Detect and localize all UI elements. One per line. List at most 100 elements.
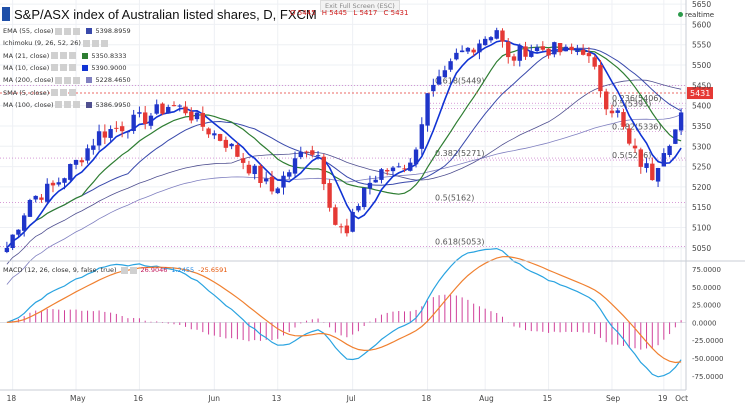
candle-body (477, 43, 482, 53)
candle-body (661, 153, 667, 167)
candle-body (148, 115, 154, 126)
candle-body (615, 110, 620, 113)
time-tick-label: Sep (606, 394, 620, 403)
candle-body (413, 149, 419, 165)
settings-icon[interactable] (51, 52, 59, 60)
candle-body (315, 155, 321, 157)
candle-body (229, 143, 234, 147)
close-icon[interactable] (73, 27, 81, 35)
macd-settings-icon[interactable] (120, 266, 128, 274)
time-tick-label: Aug (479, 394, 494, 403)
time-tick-label: May (70, 394, 86, 403)
candle-body (310, 150, 315, 155)
settings-icon[interactable] (51, 64, 59, 72)
candle-body (621, 112, 626, 127)
macd-tick-label: -50.0000 (692, 355, 723, 363)
price-tick-label: 5150 (692, 203, 711, 212)
candle-body (73, 159, 79, 165)
candle-body (350, 211, 355, 232)
price-tick-label: 5450 (692, 81, 711, 90)
candle-body (62, 178, 67, 183)
close-icon[interactable] (73, 76, 81, 84)
settings-icon[interactable] (51, 89, 59, 96)
candle-body (546, 48, 551, 56)
exit-fullscreen-button[interactable]: Exit Full Screen (ESC) (320, 0, 400, 12)
candle-body (327, 183, 332, 208)
visibility-icon[interactable] (60, 52, 68, 60)
candle-body (304, 151, 309, 153)
candle-body (344, 225, 350, 234)
macd-close-icon[interactable] (129, 266, 137, 274)
indicator-color-swatch (86, 101, 93, 108)
candle-body (529, 51, 534, 57)
close-icon[interactable] (69, 89, 77, 96)
settings-icon[interactable] (55, 27, 63, 35)
indicator-legend-row[interactable]: MA (10, close) 5390.9000 (3, 64, 127, 72)
candle-body (552, 42, 557, 55)
candle-body (45, 183, 50, 202)
indicator-legend-row[interactable]: SMA (5, close) (3, 88, 77, 97)
candle-body (194, 112, 200, 120)
price-tick-label: 5100 (692, 224, 711, 233)
indicator-legend-row[interactable]: MA (21, close) 5350.8333 (3, 52, 127, 60)
time-tick-label: 13 (272, 394, 282, 403)
status-dot-icon (678, 12, 683, 17)
visibility-icon[interactable] (64, 27, 72, 35)
settings-icon[interactable] (82, 39, 90, 47)
realtime-indicator[interactable]: realtime (678, 11, 714, 19)
macd-tick-label: -75.0000 (692, 373, 723, 381)
candle-body (281, 175, 286, 188)
price-tick-label: 5200 (692, 183, 711, 192)
candle-body (85, 148, 90, 161)
price-tick-label: 5350 (692, 122, 711, 131)
candle-body (240, 158, 246, 163)
indicator-legend-label: SMA (5, close) (3, 88, 50, 97)
indicator-legend-row[interactable]: EMA (55, close) 5398.8959 (3, 27, 131, 35)
indicator-legend-row[interactable]: MA (200, close) 5228.4650 (3, 76, 131, 84)
candle-body (517, 45, 522, 61)
fib-level-label: 0.618(5449) (435, 77, 485, 86)
price-tick-label: 5500 (692, 61, 711, 70)
price-tick-label: 5050 (692, 244, 711, 253)
candle-body (506, 41, 511, 58)
time-tick-label: Jul (346, 394, 356, 403)
candle-body (269, 176, 275, 192)
close-icon[interactable] (69, 64, 77, 72)
indicator-color-swatch (86, 77, 93, 84)
candle-body (183, 106, 188, 114)
macd-legend-label: MACD (12, 26, close, 9, false, true) (3, 266, 117, 274)
visibility-icon[interactable] (64, 76, 72, 84)
visibility-icon[interactable] (91, 39, 99, 47)
candle-body (494, 30, 499, 39)
indicator-legend-value: 5386.9950 (95, 100, 131, 109)
candle-body (4, 247, 10, 253)
close-icon[interactable] (73, 101, 81, 109)
visibility-icon[interactable] (64, 101, 72, 109)
candle-body (27, 199, 33, 217)
candle-body (102, 131, 108, 138)
indicator-legend-value: 5390.9000 (91, 63, 127, 72)
macd-legend: MACD (12, 26, close, 9, false, true) 26.… (3, 266, 227, 274)
visibility-icon[interactable] (60, 89, 68, 96)
candle-body (436, 76, 442, 85)
candle-body (454, 52, 459, 60)
candle-body (563, 46, 569, 52)
current-price-label: 5431 (690, 89, 710, 98)
flag-icon (2, 7, 10, 21)
indicator-legend-row[interactable]: Ichimoku (9, 26, 52, 26) (3, 39, 108, 47)
settings-icon[interactable] (55, 101, 63, 109)
time-tick-label: 18 (422, 394, 432, 403)
indicator-legend-label: MA (21, close) (3, 51, 50, 60)
candle-body (500, 30, 505, 42)
candle-body (592, 57, 597, 67)
candle-body (575, 50, 580, 52)
indicator-color-swatch (86, 28, 93, 34)
close-icon[interactable] (69, 52, 77, 60)
candle-body (569, 46, 574, 51)
settings-icon[interactable] (55, 76, 63, 84)
visibility-icon[interactable] (60, 64, 68, 72)
candle-body (96, 131, 102, 146)
indicator-legend-row[interactable]: MA (100, close) 5386.9950 (3, 101, 131, 109)
close-icon[interactable] (100, 39, 108, 47)
